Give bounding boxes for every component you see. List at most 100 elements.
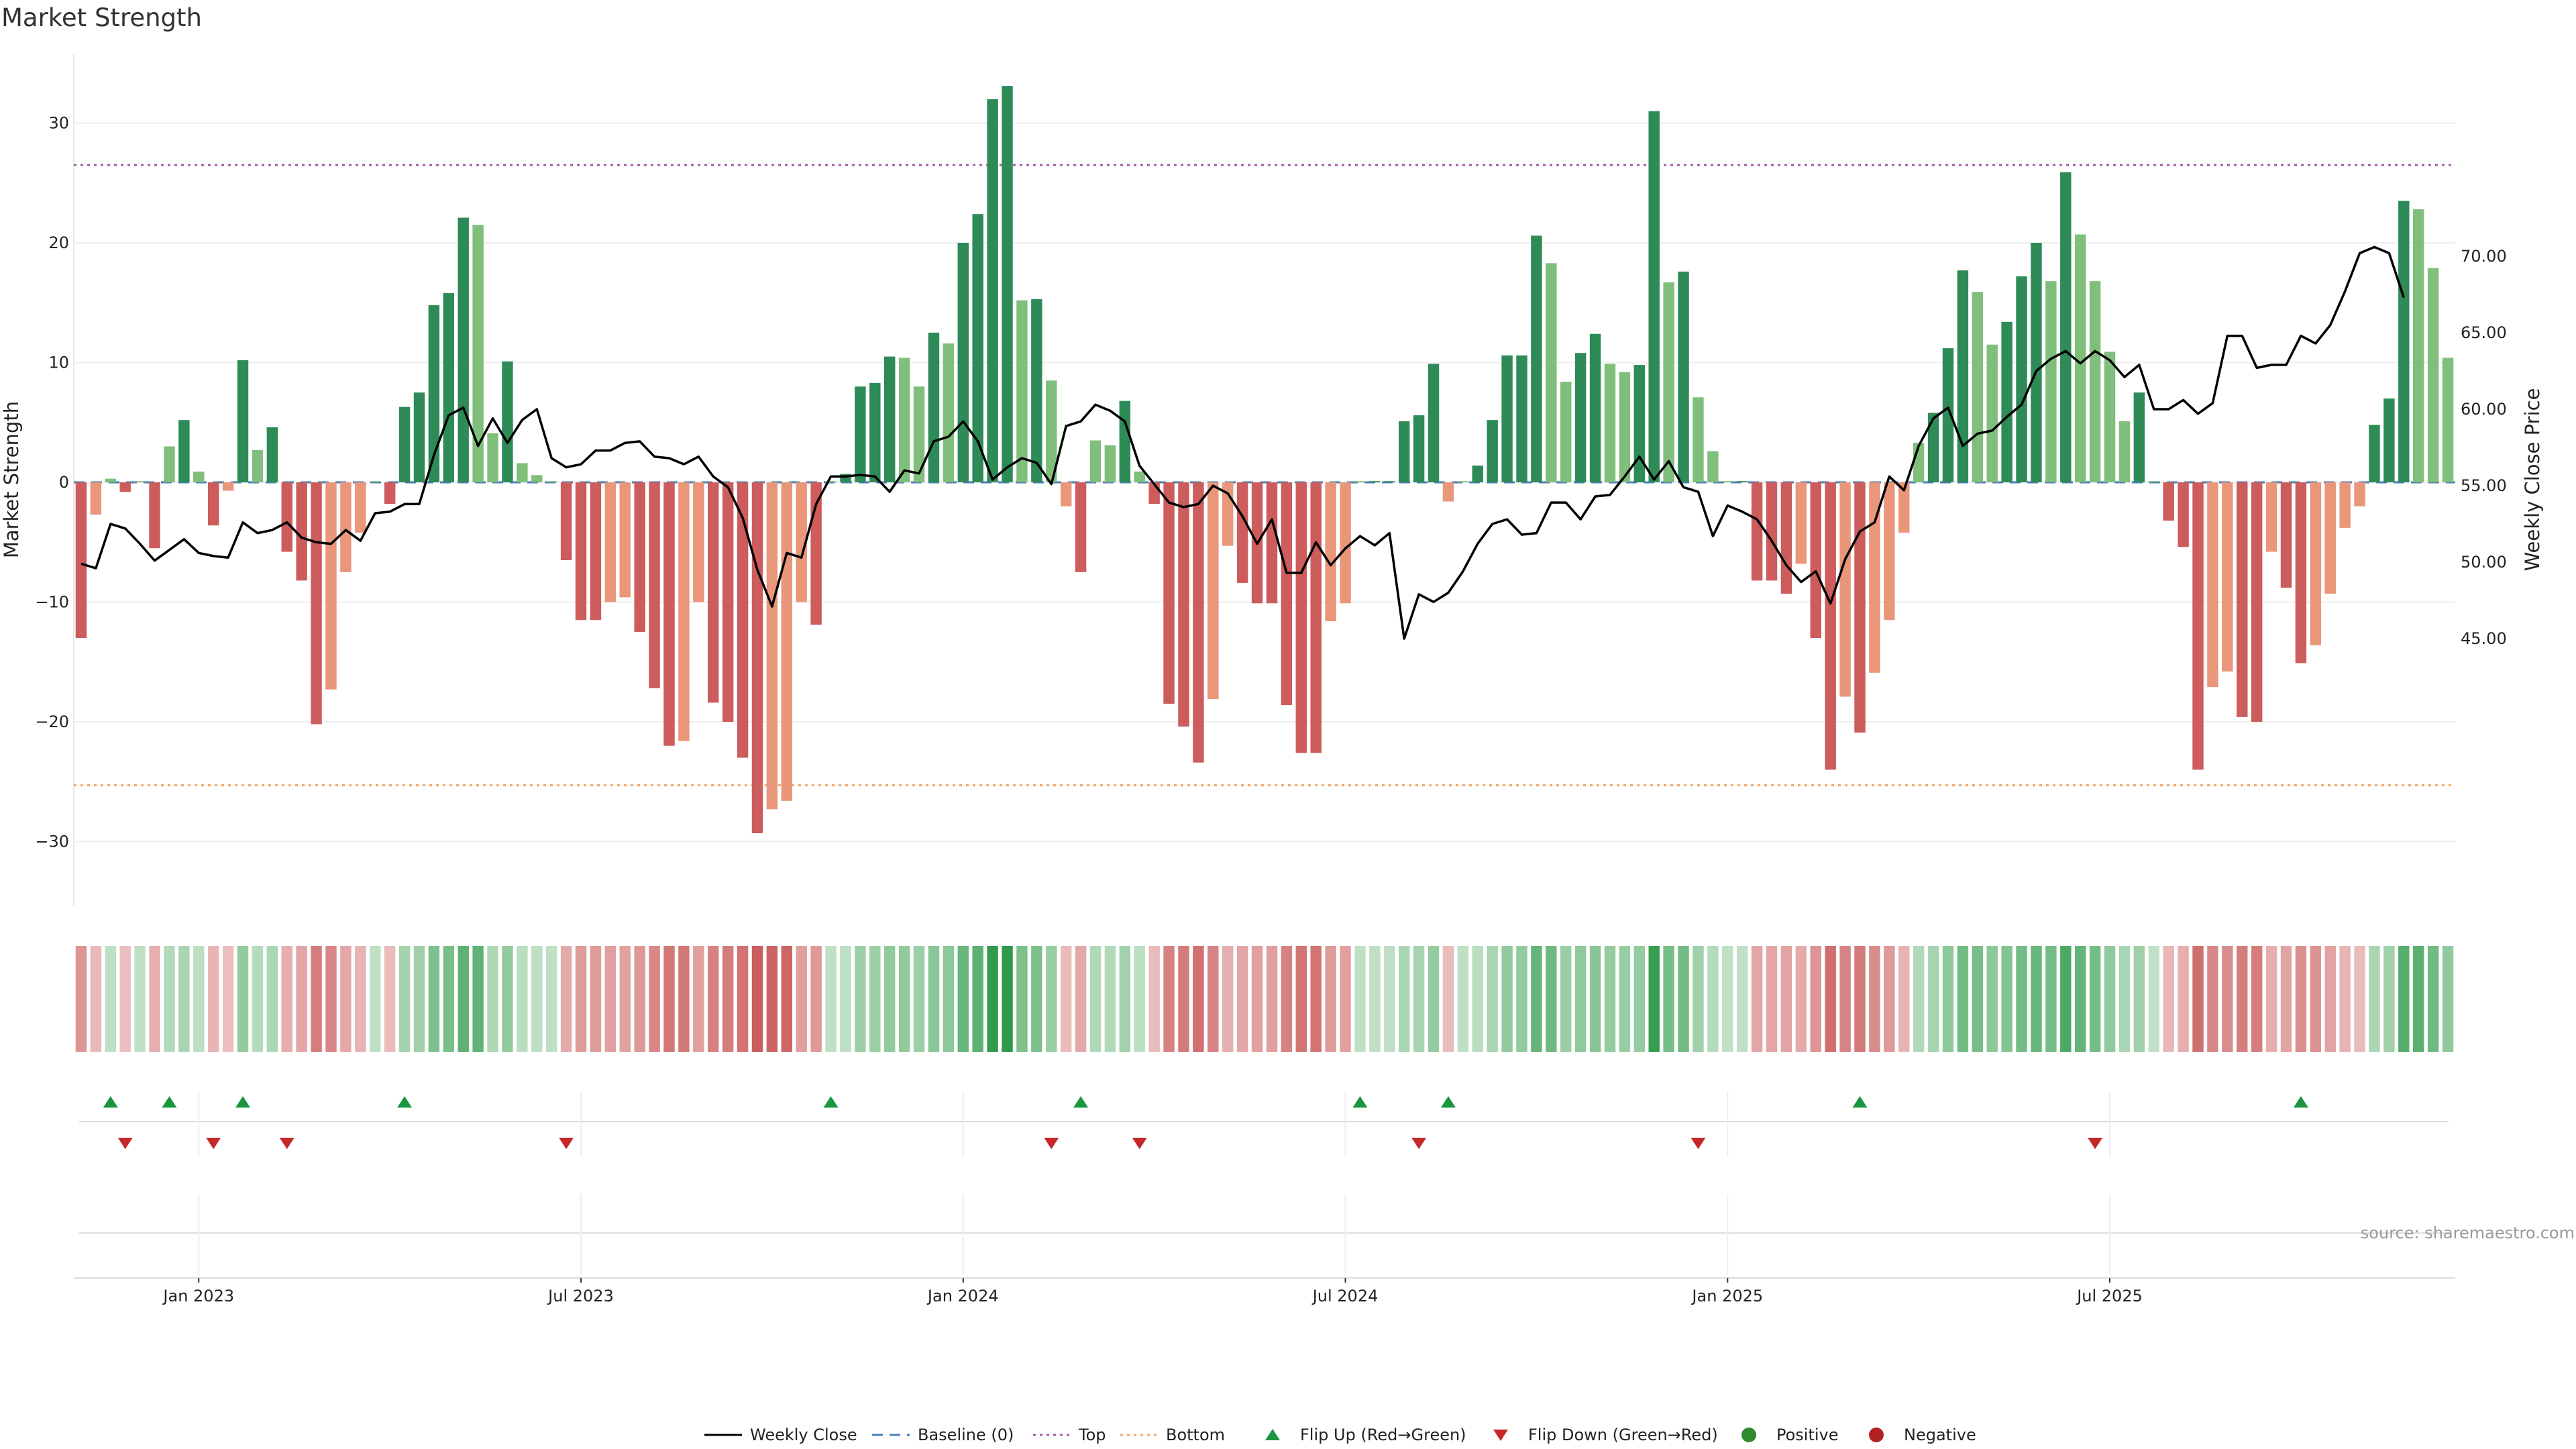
left-tick-label: 30 <box>48 114 69 133</box>
strength-bar <box>737 482 749 758</box>
flip-up-marker <box>235 1096 251 1108</box>
strength-bar <box>1780 482 1792 594</box>
strength-bar <box>1854 482 1866 733</box>
strength-bar <box>1546 263 1557 482</box>
strength-bar <box>1193 482 1204 763</box>
flip-down-marker <box>1411 1138 1427 1149</box>
heat-cell <box>1193 946 1204 1052</box>
heat-cell <box>2427 946 2439 1052</box>
heat-cell <box>1766 946 1778 1052</box>
strength-bar <box>149 482 160 549</box>
strength-bar <box>1472 466 1483 482</box>
heat-cell <box>1574 946 1587 1052</box>
strength-bar <box>1972 292 1984 482</box>
heat-cell <box>1663 946 1674 1052</box>
legend-item: Flip Down (Green→Red) <box>1493 1426 1718 1444</box>
heat-cell <box>869 946 881 1052</box>
strength-bar <box>928 332 940 482</box>
strength-bar <box>1927 413 1939 482</box>
right-axis-ticks: 70.00 65.00 60.00 55.00 50.00 45.00 <box>2461 247 2507 648</box>
flip-down-marker <box>1132 1138 1147 1149</box>
strength-bar <box>972 214 983 482</box>
strength-bar <box>340 482 352 572</box>
strength-bar <box>708 482 719 703</box>
heat-cell <box>1148 946 1160 1052</box>
strength-bar <box>1281 482 1293 706</box>
dots-panel-gridlines <box>198 1194 2111 1275</box>
strength-bar <box>1736 481 1748 482</box>
chart-title: Market Strength <box>1 3 202 32</box>
strength-bar <box>2222 482 2233 672</box>
x-axis-labels: Jan 2023 Jul 2023 Jan 2024 Jul 2024 Jan 2025… <box>162 1278 2143 1305</box>
strength-bar <box>2237 482 2248 717</box>
x-tick-label: Jan 2025 <box>1690 1287 1763 1305</box>
legend-label: Bottom <box>1166 1426 1225 1444</box>
heat-cell <box>1208 946 1219 1052</box>
heat-cell <box>1340 946 1351 1052</box>
heat-cell <box>2310 946 2322 1052</box>
heat-cell <box>2265 946 2277 1052</box>
heat-cell <box>237 946 249 1052</box>
heat-cell <box>1619 946 1631 1052</box>
flip-down-marker <box>117 1138 133 1149</box>
heat-cell <box>1913 946 1925 1052</box>
strength-bar <box>2369 425 2380 482</box>
heat-cell <box>1604 946 1616 1052</box>
strength-bar <box>1839 482 1851 697</box>
strength-bar <box>2339 482 2351 528</box>
heat-cell <box>2031 946 2042 1052</box>
legend-item: Flip Up (Red→Green) <box>1265 1426 1466 1444</box>
x-tick-label: Jan 2024 <box>926 1287 999 1305</box>
heat-cell <box>781 946 793 1052</box>
strength-bar <box>634 482 645 633</box>
heat-cell <box>2398 946 2410 1052</box>
legend-positive-swatch <box>1741 1428 1756 1442</box>
heat-cell <box>972 946 983 1052</box>
strength-bar <box>502 361 513 482</box>
strength-bar <box>560 482 572 561</box>
strength-bar <box>1766 482 1778 581</box>
heat-cell <box>1898 946 1910 1052</box>
strength-bar <box>1266 482 1278 604</box>
strength-bar <box>796 482 807 602</box>
strength-bar <box>1178 482 1189 727</box>
strength-bar <box>1751 482 1763 581</box>
strength-bar <box>2251 482 2263 722</box>
heat-cell <box>2089 946 2101 1052</box>
heat-cell <box>2442 946 2454 1052</box>
strength-bar <box>1119 400 1131 482</box>
strength-bar <box>1236 482 1248 583</box>
flip-up-marker <box>162 1096 177 1108</box>
strength-bar <box>281 482 292 552</box>
flip-up-marker <box>397 1096 413 1108</box>
strength-bar <box>90 482 102 515</box>
heat-cell <box>1516 946 1527 1052</box>
strength-bar <box>1825 482 1836 770</box>
strength-bar <box>1016 300 1028 482</box>
heat-cell <box>1442 946 1454 1052</box>
strength-bar <box>2148 481 2159 482</box>
left-tick-label: 20 <box>48 233 69 252</box>
heat-cell <box>2251 946 2263 1052</box>
heat-cell <box>472 946 484 1052</box>
flip-markers <box>103 1096 2308 1149</box>
heat-cell <box>1589 946 1601 1052</box>
legend-label: Flip Up (Red→Green) <box>1300 1426 1466 1444</box>
heat-cell <box>134 946 146 1052</box>
left-tick-label: 10 <box>48 354 69 372</box>
flip-down-marker <box>2088 1138 2103 1149</box>
strength-bar <box>472 225 484 482</box>
left-tick-label: −10 <box>35 593 69 612</box>
x-tick-label: Jul 2023 <box>547 1287 614 1305</box>
strength-bar <box>207 482 219 526</box>
x-tick-label: Jul 2025 <box>2076 1287 2143 1305</box>
strength-bar <box>649 482 660 689</box>
strength-bar <box>1957 270 1969 482</box>
heat-cell <box>2133 946 2145 1052</box>
strength-bar <box>2074 234 2086 482</box>
strength-bar <box>1619 372 1631 482</box>
heat-cell <box>1839 946 1851 1052</box>
heat-cell <box>2016 946 2027 1052</box>
strength-bar <box>2207 482 2218 688</box>
